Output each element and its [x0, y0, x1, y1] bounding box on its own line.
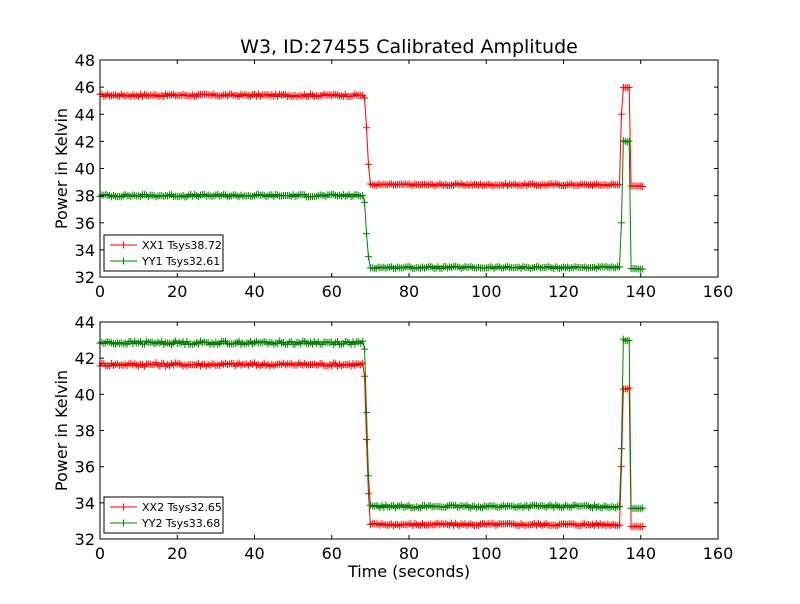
y-tick-label: 42 [75, 132, 95, 151]
x-tick-label: 60 [322, 544, 342, 563]
x-tick-label: 0 [95, 282, 105, 301]
y-tick-label: 48 [75, 51, 95, 70]
legend-swatch-marker [120, 257, 127, 265]
chart-title: W3, ID:27455 Calibrated Amplitude [240, 36, 578, 58]
data-point-marker [625, 336, 633, 344]
data-point-marker [361, 345, 369, 353]
x-tick-label: 0 [95, 544, 105, 563]
y-axis-label: Power in Kelvin [52, 108, 71, 229]
y-tick-label: 40 [75, 385, 95, 404]
data-point-marker [616, 503, 624, 511]
data-point-marker [361, 372, 369, 380]
x-tick-label: 100 [471, 282, 502, 301]
y-tick-label: 38 [75, 187, 95, 206]
y-tick-label: 32 [75, 530, 95, 549]
x-tick-label: 160 [703, 282, 734, 301]
x-tick-label: 20 [167, 544, 187, 563]
legend-entry-label: YY2 Tsys33.68 [141, 517, 220, 530]
subplot-bottom: Power in Kelvin 0 20 40 60 80 100 120 140 160 32 34… [52, 313, 733, 563]
y-tick-label: 34 [75, 241, 95, 260]
x-tick-label: 160 [703, 544, 734, 563]
y-tick-label: 44 [75, 105, 95, 124]
data-point-marker [617, 445, 625, 453]
data-point-marker [364, 160, 372, 168]
x-tick-label: 80 [399, 544, 419, 563]
legend: XX2 Tsys32.65 YY2 Tsys33.68 [103, 496, 224, 534]
data-point-marker [617, 219, 625, 227]
x-axis-label: Time (seconds) [347, 562, 470, 581]
data-point-marker [616, 263, 624, 271]
data-point-marker [625, 137, 633, 145]
legend: XX1 Tsys38.72 YY1 Tsys32.61 [103, 234, 224, 272]
data-point-marker [639, 504, 647, 512]
legend-swatch-marker [120, 519, 127, 527]
x-tick-label: 120 [548, 282, 579, 301]
y-tick-label: 36 [75, 458, 95, 477]
x-tick-label: 140 [625, 282, 656, 301]
legend-entry-label: XX1 Tsys38.72 [142, 239, 222, 252]
data-point-marker [363, 124, 371, 132]
subplot-top: Power in Kelvin 0 20 40 60 80 100 120 140 160 32 34… [52, 51, 733, 301]
x-tick-label: 20 [167, 282, 187, 301]
x-tick-label: 140 [625, 544, 656, 563]
data-point-marker [617, 463, 625, 471]
y-tick-label: 34 [75, 494, 95, 513]
y-tick-label: 46 [75, 78, 95, 97]
legend-entry-label: YY1 Tsys32.61 [141, 255, 220, 268]
y-tick-label: 32 [75, 268, 95, 287]
data-point-marker [639, 183, 647, 191]
data-point-marker [359, 191, 367, 199]
data-point-marker [364, 253, 372, 261]
data-point-marker [363, 230, 371, 238]
data-point-marker [363, 436, 371, 444]
series-yy1 [96, 137, 647, 273]
data-point-marker [364, 472, 372, 480]
data-point-marker [639, 265, 647, 273]
data-point-marker [359, 337, 367, 345]
data-point-marker [361, 198, 369, 206]
data-point-marker [363, 408, 371, 416]
data-point-marker [625, 83, 633, 91]
x-tick-label: 40 [244, 544, 264, 563]
x-tick-label: 60 [322, 282, 342, 301]
y-tick-label: 36 [75, 214, 95, 233]
series-xx1 [96, 83, 647, 191]
y-tick-label: 42 [75, 349, 95, 368]
data-point-marker [616, 521, 624, 529]
x-tick-label: 80 [399, 282, 419, 301]
legend-swatch-marker [120, 503, 127, 511]
data-point-marker [361, 94, 369, 102]
legend-swatch-marker [120, 241, 127, 249]
x-tick-label: 100 [471, 544, 502, 563]
y-tick-label: 40 [75, 160, 95, 179]
legend-box [103, 234, 224, 272]
y-axis-label: Power in Kelvin [52, 370, 71, 491]
y-tick-label: 38 [75, 422, 95, 441]
data-point-marker [617, 110, 625, 118]
legend-entry-label: XX2 Tsys32.65 [142, 501, 222, 514]
series-yy2 [96, 335, 647, 513]
data-point-marker [625, 384, 633, 392]
data-point-marker [639, 522, 647, 530]
x-tick-label: 40 [244, 282, 264, 301]
data-point-marker [364, 490, 372, 498]
y-tick-label: 44 [75, 313, 95, 332]
legend-box [103, 496, 224, 534]
x-tick-label: 120 [548, 544, 579, 563]
